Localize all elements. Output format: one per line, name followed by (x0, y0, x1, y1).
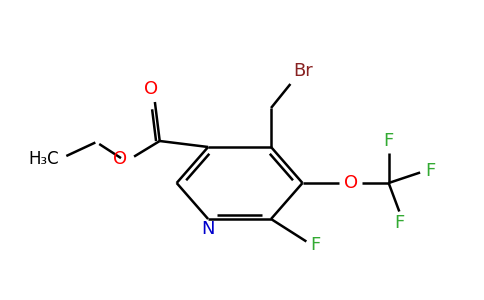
Text: N: N (201, 220, 215, 238)
Text: O: O (344, 174, 358, 192)
Text: F: F (394, 214, 405, 232)
Text: O: O (144, 80, 158, 98)
Text: F: F (310, 236, 320, 253)
Text: F: F (425, 162, 435, 180)
Text: O: O (113, 150, 127, 168)
Text: F: F (383, 132, 394, 150)
Text: H₃C: H₃C (29, 150, 59, 168)
Text: Br: Br (293, 61, 313, 80)
